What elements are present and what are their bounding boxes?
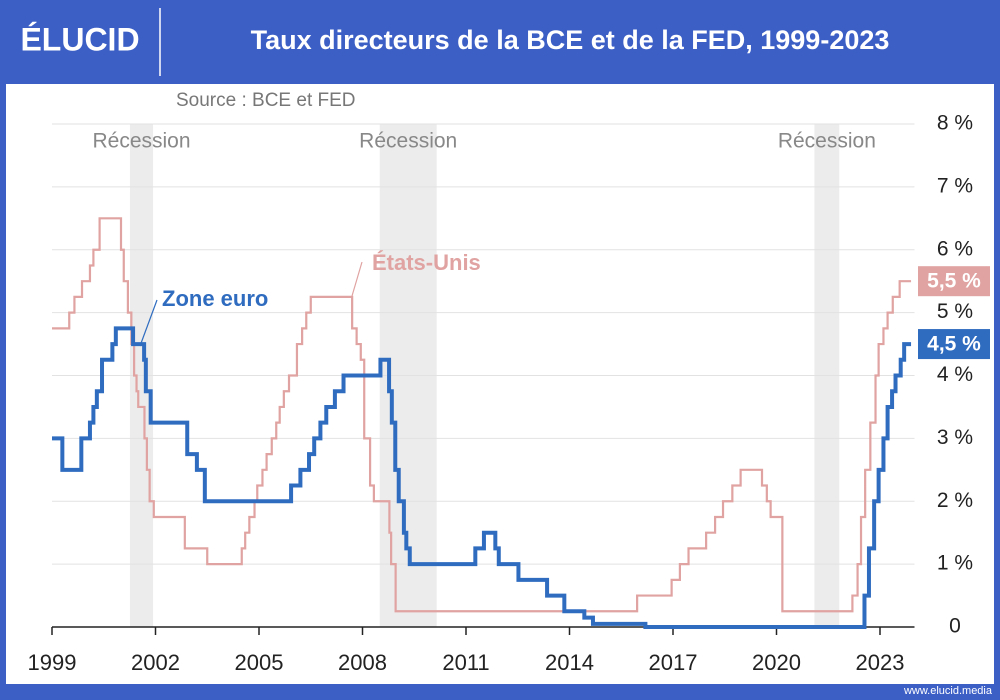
x-tick-label: 1999 bbox=[28, 650, 77, 675]
series-name: États-Unis bbox=[372, 250, 481, 275]
leader-line bbox=[139, 299, 158, 347]
y-tick-label: 0 bbox=[949, 615, 961, 638]
x-tick-label: 2023 bbox=[856, 650, 905, 675]
recession-label: Récession bbox=[92, 130, 190, 153]
plot-background bbox=[6, 84, 994, 684]
y-tick-label: 4 % bbox=[937, 363, 973, 386]
leader-line bbox=[351, 261, 363, 297]
x-tick-label: 2008 bbox=[338, 650, 387, 675]
x-tick-label: 2020 bbox=[752, 650, 801, 675]
end-label: 5,5 % bbox=[927, 270, 981, 293]
recession-label: Récession bbox=[359, 130, 457, 153]
chart-title: Taux directeurs de la BCE et de la FED, … bbox=[251, 25, 890, 55]
x-tick-label: 2017 bbox=[649, 650, 698, 675]
y-tick-label: 7 % bbox=[937, 174, 973, 197]
end-label: 4,5 % bbox=[927, 333, 981, 356]
y-tick-label: 3 % bbox=[937, 426, 973, 449]
x-tick-label: 2002 bbox=[131, 650, 180, 675]
y-tick-label: 2 % bbox=[937, 489, 973, 512]
end-label-box bbox=[918, 329, 990, 360]
series-name: Zone euro bbox=[162, 286, 268, 311]
footer-url: www.elucid.media bbox=[903, 685, 993, 697]
end-label-box bbox=[918, 266, 990, 297]
source: Source : BCE et FED bbox=[176, 90, 356, 111]
recession-label: Récession bbox=[778, 130, 876, 153]
y-tick-label: 6 % bbox=[937, 237, 973, 260]
y-tick-label: 5 % bbox=[937, 300, 973, 323]
x-tick-label: 2005 bbox=[235, 650, 284, 675]
y-tick-label: 8 % bbox=[937, 112, 973, 135]
x-tick-label: 2014 bbox=[545, 650, 594, 675]
series-line bbox=[52, 326, 912, 629]
y-tick-label: 1 % bbox=[937, 552, 973, 575]
brand-logo: ÉLUCID bbox=[20, 21, 139, 57]
series-line bbox=[52, 217, 912, 613]
x-tick-label: 2011 bbox=[442, 650, 489, 675]
